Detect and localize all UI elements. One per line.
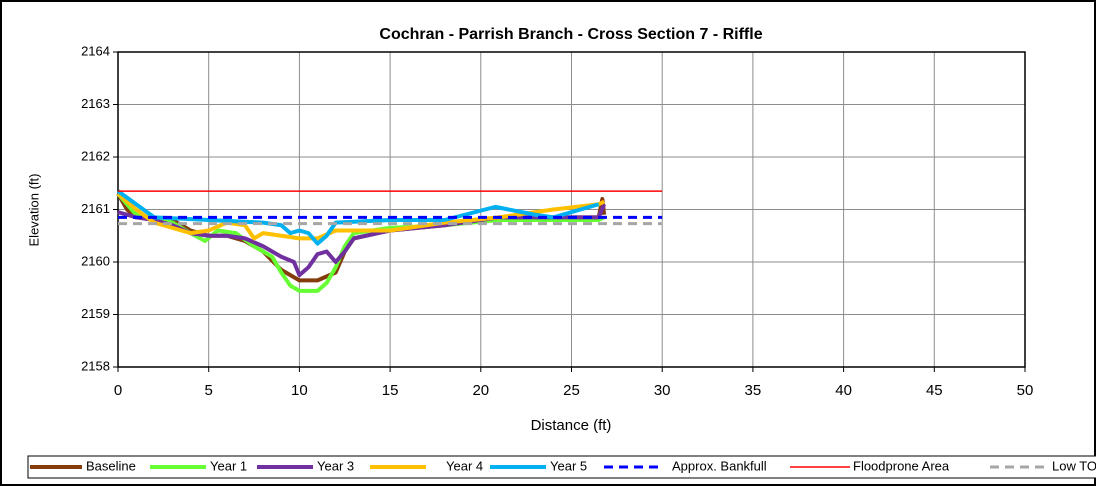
legend-box (27, 455, 1096, 479)
x-tick-label: 50 (1017, 382, 1034, 399)
legend-label: Baseline (86, 458, 136, 473)
x-tick-label: 35 (745, 382, 762, 399)
x-tick-label: 25 (563, 382, 580, 399)
legend-label: Year 4 (446, 458, 483, 473)
y-tick-label: 2163 (81, 96, 110, 111)
legend-label: Year 5 (550, 458, 587, 473)
x-tick-label: 0 (114, 382, 122, 399)
x-tick-label: 20 (472, 382, 489, 399)
x-tick-label: 5 (205, 382, 213, 399)
x-axis-label: Distance (ft) (531, 417, 612, 434)
legend-label: Floodprone Area (853, 458, 950, 473)
series-line (116, 192, 606, 241)
legend-label: Year 3 (317, 458, 354, 473)
x-tick-label: 45 (926, 382, 943, 399)
x-tick-label: 30 (654, 382, 671, 399)
plot-border (117, 51, 1026, 368)
x-tick-label: 10 (291, 382, 308, 399)
y-tick-label: 2161 (81, 201, 110, 216)
y-axis-label: Elevation (ft) (26, 174, 41, 247)
series-line (116, 189, 600, 246)
y-tick-label: 2162 (81, 148, 110, 163)
x-tick-label: 15 (382, 382, 399, 399)
y-tick-label: 2158 (81, 358, 110, 373)
legend-label: Approx. Bankfull (672, 458, 767, 473)
legend-label: Year 1 (210, 458, 247, 473)
y-tick-label: 2160 (81, 253, 110, 268)
chart-title: Cochran - Parrish Branch - Cross Section… (379, 26, 762, 43)
x-tick-label: 40 (835, 382, 852, 399)
y-tick-label: 2164 (81, 43, 110, 58)
y-tick-label: 2159 (81, 306, 110, 321)
legend-label: Low TOB (1052, 458, 1096, 473)
